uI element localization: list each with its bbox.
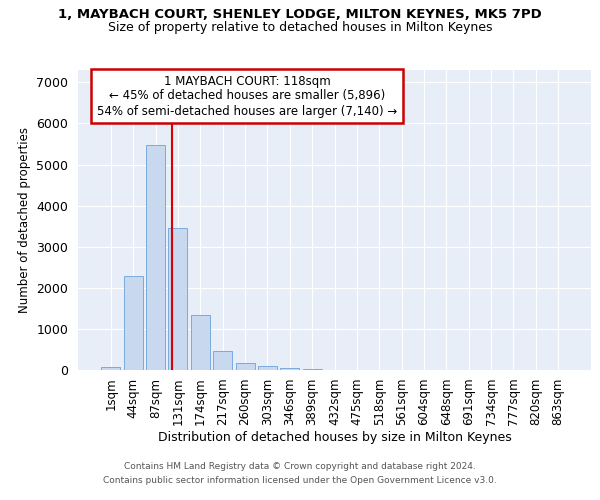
Bar [302, 369, 322, 370]
Bar [236, 363, 254, 370]
Text: Contains HM Land Registry data © Crown copyright and database right 2024.: Contains HM Land Registry data © Crown c… [124, 462, 476, 471]
X-axis label: Distribution of detached houses by size in Milton Keynes: Distribution of detached houses by size … [158, 431, 511, 444]
Text: Size of property relative to detached houses in Milton Keynes: Size of property relative to detached ho… [108, 21, 492, 34]
Bar [124, 276, 143, 370]
Text: 1, MAYBACH COURT, SHENLEY LODGE, MILTON KEYNES, MK5 7PD: 1, MAYBACH COURT, SHENLEY LODGE, MILTON … [58, 8, 542, 20]
Bar [280, 368, 299, 370]
Bar [101, 366, 121, 370]
Bar [213, 350, 232, 370]
Y-axis label: Number of detached properties: Number of detached properties [18, 127, 31, 313]
Bar [169, 228, 187, 370]
Bar [146, 145, 165, 370]
Bar [258, 366, 277, 370]
Text: 1 MAYBACH COURT: 118sqm
← 45% of detached houses are smaller (5,896)
54% of semi: 1 MAYBACH COURT: 118sqm ← 45% of detache… [97, 74, 397, 118]
Bar [191, 314, 210, 370]
Text: Contains public sector information licensed under the Open Government Licence v3: Contains public sector information licen… [103, 476, 497, 485]
